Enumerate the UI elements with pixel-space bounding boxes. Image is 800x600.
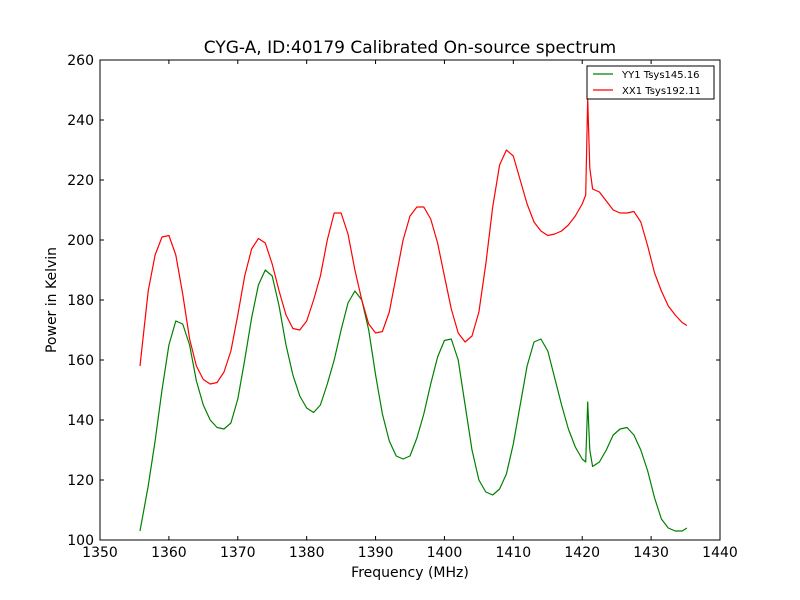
y-tick-label: 100 xyxy=(67,533,94,549)
plot-lines xyxy=(139,98,688,532)
series-line-2 xyxy=(139,98,688,385)
x-axis-label: Frequency (MHz) xyxy=(351,565,469,581)
y-tick-label: 120 xyxy=(67,473,94,489)
legend-box xyxy=(586,65,715,100)
chart-title: CYG-A, ID:40179 Calibrated On-source spe… xyxy=(204,38,616,58)
y-tick-label: 160 xyxy=(67,353,94,369)
x-tick-label: 1430 xyxy=(633,545,669,561)
series-line-1 xyxy=(139,269,688,532)
y-tick-label: 240 xyxy=(67,113,94,129)
legend-label-yy1: YY1 Tsys145.16 xyxy=(621,70,700,81)
legend-label-xx1: XX1 Tsys192.11 xyxy=(622,86,701,97)
x-tick-label: 1360 xyxy=(151,545,187,561)
y-tick-label: 140 xyxy=(67,413,94,429)
x-tick-label: 1350 xyxy=(82,545,118,561)
x-tick-label: 1410 xyxy=(496,545,532,561)
x-tick-label: 1390 xyxy=(358,545,394,561)
y-tick-label: 180 xyxy=(67,293,94,309)
x-tick-label: 1370 xyxy=(220,545,256,561)
axis-ticks: 1350 1360 1370 1380 1390 1400 1410 1420 1430 1440… xyxy=(67,53,738,561)
x-tick-label: 1400 xyxy=(427,545,463,561)
y-tick-label: 200 xyxy=(67,233,94,249)
legend: YY1 Tsys145.16 XX1 Tsys192.11 xyxy=(586,65,715,100)
y-axis-label: Power in Kelvin xyxy=(44,247,60,353)
x-tick-label: 1420 xyxy=(564,545,600,561)
x-tick-label: 1440 xyxy=(702,545,738,561)
y-tick-label: 260 xyxy=(67,53,94,69)
y-tick-label: 220 xyxy=(67,173,94,189)
x-tick-label: 1380 xyxy=(289,545,325,561)
